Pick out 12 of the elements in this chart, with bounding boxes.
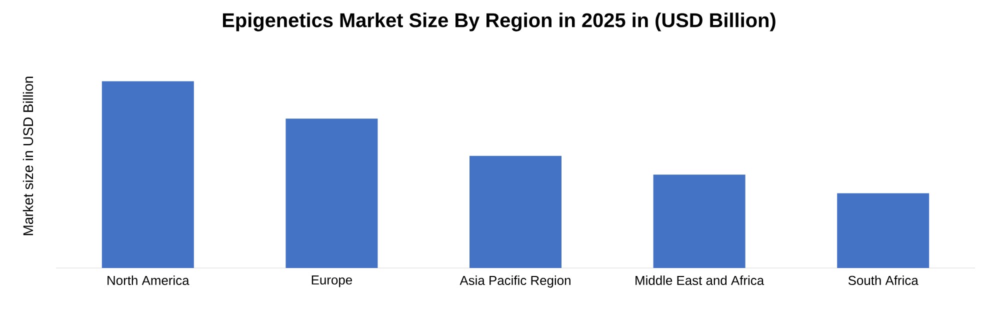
bar [837, 193, 930, 268]
bar [470, 156, 562, 268]
bar [286, 118, 378, 268]
x-tick-label: North America [108, 276, 190, 286]
bar [653, 174, 746, 268]
x-tick-label: South Africa [848, 276, 918, 286]
y-axis-title: Market size in USD Billion [22, 76, 34, 236]
x-tick-label: Europe [312, 276, 352, 288]
chart-title: Epigenetics Market Size By Region in 2025 in (USD Billion) [222, 12, 776, 32]
bar [102, 81, 194, 268]
x-tick-label: Middle East and Africa [636, 276, 764, 286]
x-tick-label: Asia Pacific Region [460, 276, 570, 288]
